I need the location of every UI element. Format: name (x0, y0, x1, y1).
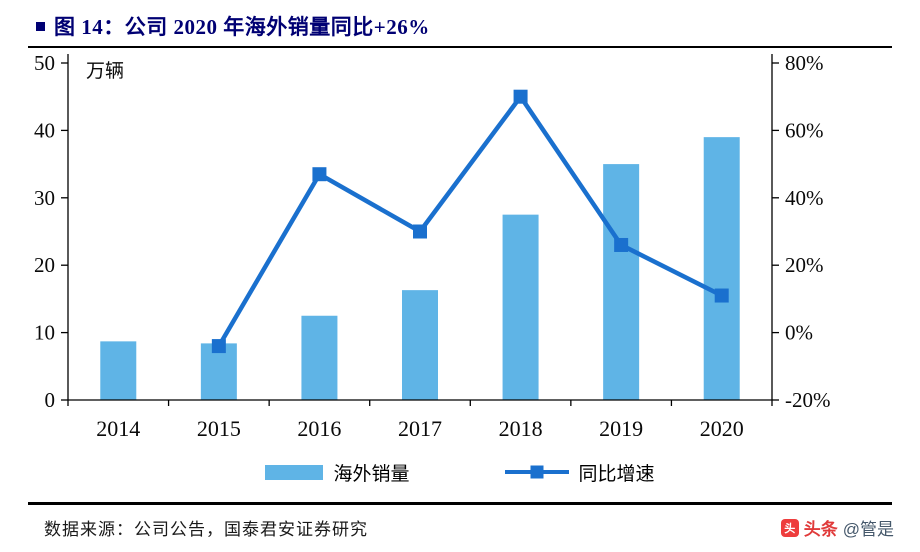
combo-chart: 0 10 20 30 40 50 -20% 0% 20% 40% 60% 80% 2014 2015 201… (34, 51, 831, 441)
x-axis-tick-label: 2020 (700, 416, 744, 441)
bar-2020 (703, 137, 740, 400)
square-marker-icon (530, 465, 543, 479)
watermark: 头 头条 @管是 (780, 515, 894, 540)
bar-2016 (301, 315, 338, 400)
right-axis-tick-label: -20% (785, 388, 831, 412)
footer-divider (28, 502, 892, 505)
left-axis-tick-label: 10 (34, 321, 55, 345)
bar-2017 (402, 290, 438, 400)
header-divider (28, 46, 892, 48)
title-bullet-icon (36, 21, 45, 31)
data-source-note: 数据来源：公司公告，国泰君安证券研究 (44, 520, 368, 539)
x-axis-tick-label: 2016 (297, 416, 341, 441)
watermark-handle: @管是 (842, 520, 894, 539)
line-marker-2015 (211, 339, 226, 354)
left-axis-tick-label: 20 (34, 253, 55, 277)
right-axis-tick-label: 20% (785, 253, 824, 277)
right-axis-tick-label: 40% (785, 186, 824, 210)
toutiao-logo-icon: 头 (780, 518, 799, 537)
figure-footer: 数据来源：公司公告，国泰君安证券研究 头 头条 @管是 (0, 505, 920, 540)
line-marker-2019 (614, 237, 629, 252)
x-axis-tick-label: 2018 (499, 416, 543, 441)
legend-item-line: 同比增速 (504, 459, 655, 486)
watermark-brand: 头条 (803, 520, 838, 539)
legend-label-line: 同比增速 (578, 463, 655, 485)
x-axis-tick-label: 2014 (96, 416, 140, 441)
right-axis-tick-label: 60% (785, 118, 824, 142)
growth-rate-line (216, 94, 724, 349)
bar-2018 (502, 214, 539, 400)
figure-header: 图 14：公司 2020 年海外销量同比+26% (0, 0, 920, 46)
bar-2014 (100, 341, 137, 400)
x-axis-tick-label: 2017 (398, 416, 442, 441)
x-axis-tick-label: 2019 (599, 416, 643, 441)
left-axis-tick-label: 40 (34, 118, 55, 142)
legend-label-bar: 海外销量 (333, 463, 410, 485)
line-marker-2017 (413, 224, 427, 239)
chart-legend: 海外销量 同比增速 (0, 454, 920, 490)
line-marker-2020 (714, 288, 729, 303)
chart-area: 0 10 20 30 40 50 -20% 0% 20% 40% 60% 80% 2014 2015 201… (0, 48, 920, 450)
x-axis-tick-label: 2015 (197, 416, 241, 441)
bar-series-swatch (265, 464, 324, 480)
right-axis-tick-label: 80% (785, 51, 824, 75)
left-axis-unit-label: 万辆 (86, 60, 124, 82)
line-series-swatch (504, 465, 569, 479)
legend-item-bar: 海外销量 (265, 459, 410, 486)
figure-title: 图 14：公司 2020 年海外销量同比+26% (54, 15, 430, 39)
right-axis-tick-label: 0% (785, 321, 813, 345)
left-axis-tick-label: 50 (34, 51, 55, 75)
line-marker-2016 (312, 167, 327, 182)
left-axis-tick-label: 30 (34, 186, 55, 210)
bar-2019 (603, 164, 640, 400)
line-marker-2018 (513, 89, 528, 104)
left-axis-tick-label: 0 (45, 388, 56, 412)
